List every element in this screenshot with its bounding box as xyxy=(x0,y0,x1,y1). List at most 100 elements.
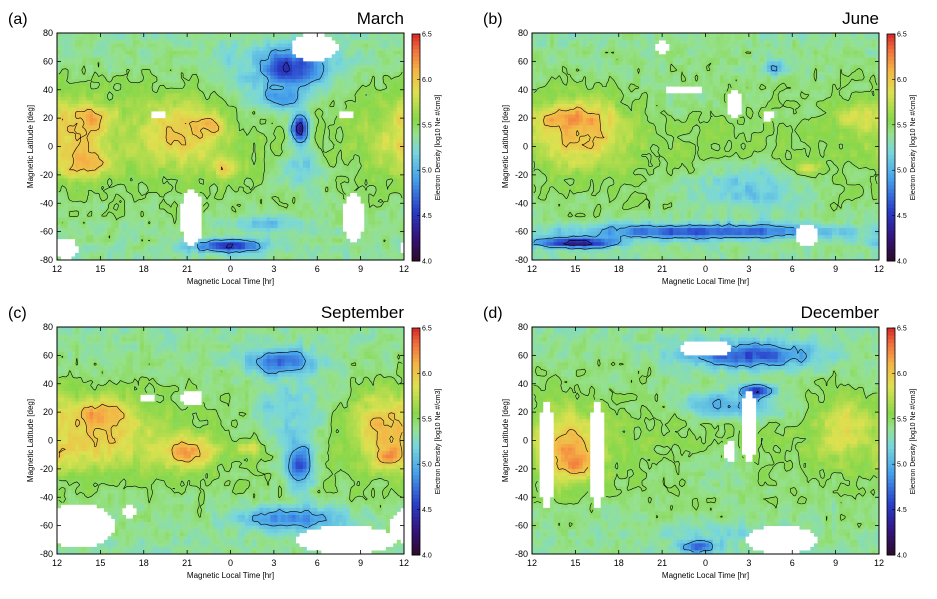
heatmap-cell xyxy=(343,189,347,193)
heatmap-cell xyxy=(223,214,227,218)
heatmap-cell xyxy=(353,129,357,133)
heatmap-cell xyxy=(137,93,141,97)
heatmap-cell xyxy=(162,221,166,225)
heatmap-cell xyxy=(249,150,253,154)
heatmap-cell xyxy=(93,132,97,136)
heatmap-cell xyxy=(241,139,245,143)
heatmap-cell xyxy=(194,93,198,97)
heatmap-cell xyxy=(126,221,130,225)
heatmap-cell xyxy=(144,104,148,108)
heatmap-cell xyxy=(173,168,177,172)
heatmap-cell xyxy=(158,182,162,186)
heatmap-cell xyxy=(93,175,97,179)
heatmap-cell xyxy=(281,33,285,37)
heatmap-cell xyxy=(162,54,166,58)
heatmap-cell xyxy=(241,122,245,126)
heatmap-cell xyxy=(202,168,206,172)
heatmap-cell xyxy=(220,207,224,211)
heatmap-cell xyxy=(375,136,379,140)
heatmap-cell xyxy=(292,33,296,37)
heatmap-cell xyxy=(397,139,401,143)
heatmap-cell xyxy=(361,143,365,147)
heatmap-cell xyxy=(187,150,191,154)
heatmap-cell xyxy=(397,168,401,172)
heatmap-cell xyxy=(379,61,383,65)
heatmap-cell xyxy=(169,221,173,225)
heatmap-cell xyxy=(133,40,137,44)
heatmap-cell xyxy=(241,132,245,136)
heatmap-cell xyxy=(129,100,133,104)
heatmap-cell xyxy=(68,175,72,179)
heatmap-cell xyxy=(147,125,151,129)
heatmap-cell xyxy=(57,76,61,80)
heatmap-cell xyxy=(361,157,365,161)
heatmap-cell xyxy=(147,161,151,165)
heatmap-cell xyxy=(111,154,115,158)
heatmap-cell xyxy=(303,132,307,136)
heatmap-cell xyxy=(382,51,386,55)
heatmap-cell xyxy=(165,186,169,190)
heatmap-cell xyxy=(133,86,137,90)
heatmap-cell xyxy=(270,178,274,182)
heatmap-cell xyxy=(245,136,249,140)
heatmap-cell xyxy=(158,79,162,83)
heatmap-cell xyxy=(277,175,281,179)
heatmap-cell xyxy=(270,125,274,129)
heatmap-cell xyxy=(68,51,72,55)
heatmap-cell xyxy=(303,143,307,147)
heatmap-cell xyxy=(328,189,332,193)
heatmap-cell xyxy=(256,203,260,207)
heatmap-cell xyxy=(184,175,188,179)
heatmap-cell xyxy=(90,168,94,172)
heatmap-cell xyxy=(324,168,328,172)
heatmap-cell xyxy=(122,175,126,179)
heatmap-cell xyxy=(350,79,354,83)
heatmap-cell xyxy=(335,93,339,97)
heatmap-cell xyxy=(281,164,285,168)
heatmap-cell xyxy=(100,107,104,111)
heatmap-cell xyxy=(68,118,72,122)
heatmap-cell xyxy=(151,210,155,214)
heatmap-cell xyxy=(292,83,296,87)
heatmap-cell xyxy=(155,104,159,108)
heatmap-cell xyxy=(245,129,249,133)
heatmap-cell xyxy=(368,214,372,218)
heatmap-cell xyxy=(310,93,314,97)
heatmap-cell xyxy=(241,68,245,72)
heatmap-cell xyxy=(151,118,155,122)
heatmap-cell xyxy=(256,115,260,119)
heatmap-cell xyxy=(335,72,339,76)
heatmap-cell xyxy=(115,210,119,214)
heatmap-cell xyxy=(281,178,285,182)
heatmap-cell xyxy=(93,147,97,151)
heatmap-cell xyxy=(209,132,213,136)
heatmap-cell xyxy=(328,147,332,151)
heatmap-cell xyxy=(231,214,235,218)
heatmap-cell xyxy=(267,61,271,65)
heatmap-cell xyxy=(234,100,238,104)
heatmap-cell xyxy=(191,143,195,147)
heatmap-cell xyxy=(249,182,253,186)
heatmap-cell xyxy=(285,175,289,179)
heatmap-cell xyxy=(386,207,390,211)
heatmap-cell xyxy=(111,132,115,136)
heatmap-cell xyxy=(303,86,307,90)
heatmap-cell xyxy=(299,90,303,94)
heatmap-cell xyxy=(382,196,386,200)
heatmap-cell xyxy=(126,54,130,58)
heatmap-cell xyxy=(126,97,130,101)
heatmap-cell xyxy=(296,203,300,207)
heatmap-cell xyxy=(205,122,209,126)
heatmap-cell xyxy=(137,40,141,44)
heatmap-cell xyxy=(169,83,173,87)
heatmap-cell xyxy=(288,136,292,140)
heatmap-cell xyxy=(155,150,159,154)
heatmap-cell xyxy=(245,221,249,225)
heatmap-cell xyxy=(155,210,159,214)
heatmap-cell xyxy=(285,193,289,197)
heatmap-cell xyxy=(147,203,151,207)
heatmap-cell xyxy=(328,68,332,72)
heatmap-cell xyxy=(310,68,314,72)
heatmap-cell xyxy=(68,147,72,151)
